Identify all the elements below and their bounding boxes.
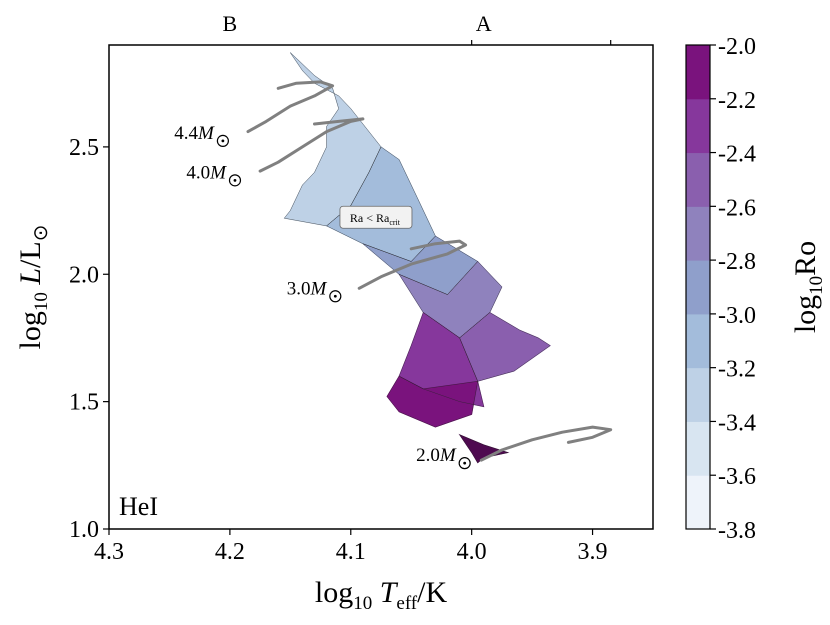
colorbar-segment-6 [686,152,710,207]
x-axis-ticks: 4.3 4.2 4.1 4.0 3.9 [94,529,608,565]
colorbar-tick-label-0: -3.8 [718,518,756,544]
colorbar-segment-8 [686,45,710,100]
contour-lines [283,52,551,464]
colorbar-frame [685,44,711,530]
colorbar-tick-label-9: -2.0 [718,34,756,60]
plot-frame [108,44,654,530]
spectral-type-label-b: B [223,11,238,36]
sun-symbol-0 [216,134,229,147]
sun-symbol-2 [329,290,342,303]
sun-dot-2 [333,294,337,298]
sun-dot-1 [233,178,237,182]
colorbar-segment-0 [686,475,710,530]
contour-line-5 [398,312,485,408]
annotations: Ra < Racrit HeI [119,205,413,521]
track-label-3: 2.0M [416,445,457,466]
ra-annotation-box [339,205,413,229]
track-2-0M [479,425,613,462]
colorbar-tick-label-3: -3.2 [718,357,756,383]
sun-dot-3 [463,461,467,465]
y-tick-label-2: 2.0 [69,262,99,288]
colorbar-segment-4 [686,260,710,315]
colorbar-segment-2 [686,367,710,422]
track-label-1: 4.0M [186,162,227,183]
track-label-2: 3.0M [287,278,328,299]
sun-dot-0 [221,139,225,143]
contour-line-6 [386,375,479,428]
colorbar-label: log10Ro [789,241,827,333]
evolutionary-tracks: 4.4M 4.0M 3.0M 2.0M [174,80,613,470]
ra-annotation-text: Ra < Racrit [350,211,401,227]
colorbar: -3.8 -3.6 -3.4 -3.2 -3.0 -2.8 -2.6 -2.4 -2.2 -2.0… [685,34,827,544]
colorbar-segment-7 [686,98,710,154]
ro-contour-bands [283,52,551,464]
x-axis-label: log10 Teff/K [315,576,448,614]
spectral-type-label-a: A [476,11,492,36]
colorbar-tick-label-2: -3.4 [718,410,756,436]
track-4-4M [246,80,335,134]
sun-symbol-3 [458,457,471,470]
contour-line-0 [283,52,382,227]
colorbar-tick-label-4: -3.0 [718,303,756,329]
y-tick-label-3: 2.5 [69,135,99,161]
track-3-0M [357,239,468,290]
x-tick-label-0: 4.3 [94,539,124,565]
y-tick-label-1: 1.5 [69,390,99,416]
colorbar-tick-label-1: -3.6 [718,464,756,490]
x-tick-label-4: 3.9 [578,539,608,565]
track-4-0M [258,117,365,173]
colorbar-segment-1 [686,421,710,476]
colorbar-tick-label-5: -2.8 [718,249,756,275]
region-label-hei: HeI [119,492,158,521]
colorbar-tick-label-6: -2.6 [718,195,756,221]
colorbar-segment-5 [686,206,710,261]
axis-labels: log10 Teff/K log10 L/L⊙ [14,225,447,614]
y-tick-label-0: 1.0 [69,517,99,543]
y-axis-label: log10 L/L⊙ [14,225,52,350]
y-axis-ticks: 1.0 1.5 2.0 2.5 [69,135,109,543]
track-label-0: 4.4M [174,123,215,144]
colorbar-tick-label-7: -2.4 [718,142,756,168]
colorbar-segment-3 [686,313,710,369]
x-tick-label-2: 4.1 [336,539,366,565]
x-tick-label-3: 4.0 [457,539,487,565]
x-tick-label-1: 4.2 [215,539,245,565]
colorbar-tick-label-8: -2.2 [718,88,756,114]
sun-symbol-1 [228,174,242,187]
